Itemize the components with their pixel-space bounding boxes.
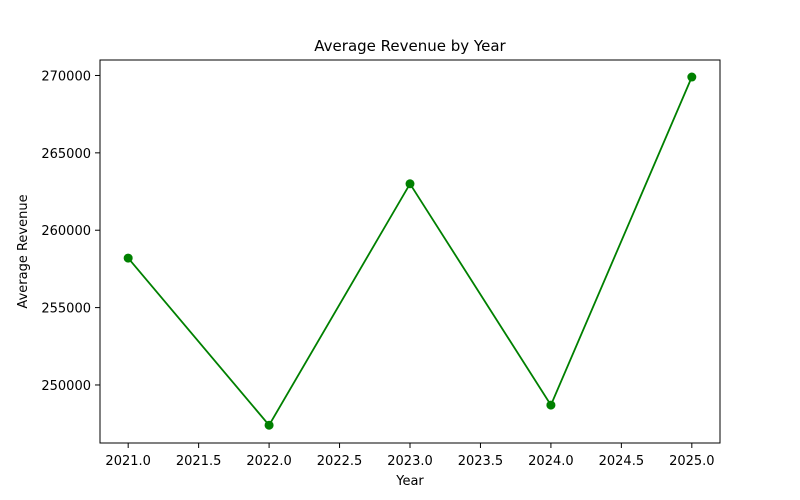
data-point-2023 <box>405 179 415 189</box>
data-point-2024 <box>546 400 556 410</box>
data-point-2022 <box>264 420 274 430</box>
x-tick-label: 2021.5 <box>176 454 222 469</box>
data-point-2021 <box>123 253 133 263</box>
x-axis: 2021.0 2021.5 2022.0 2022.5 2023.0 2023.5 2024… <box>105 443 715 469</box>
x-tick-label: 2024.0 <box>528 454 574 469</box>
chart-title: Average Revenue by Year <box>314 37 506 55</box>
x-tick-label: 2023.0 <box>387 454 433 469</box>
series-layer <box>123 72 697 430</box>
x-tick-label: 2023.5 <box>458 454 504 469</box>
data-point-2025 <box>687 72 697 82</box>
x-tick-label: 2024.5 <box>599 454 645 469</box>
y-tick-label: 255000 <box>41 302 91 317</box>
x-axis-label: Year <box>395 474 424 489</box>
y-axis: 250000 255000 260000 265000 270000 <box>41 69 100 394</box>
x-tick-label: 2021.0 <box>105 454 151 469</box>
y-tick-label: 260000 <box>41 224 91 239</box>
y-tick-label: 250000 <box>41 379 91 394</box>
y-tick-label: 265000 <box>41 147 91 162</box>
plot-area-frame <box>99 59 721 444</box>
x-tick-label: 2025.0 <box>669 454 715 469</box>
x-tick-label: 2022.5 <box>317 454 363 469</box>
y-axis-label: Average Revenue <box>16 194 31 308</box>
y-tick-label: 270000 <box>41 69 91 84</box>
x-tick-label: 2022.0 <box>246 454 292 469</box>
series-line <box>127 76 693 427</box>
